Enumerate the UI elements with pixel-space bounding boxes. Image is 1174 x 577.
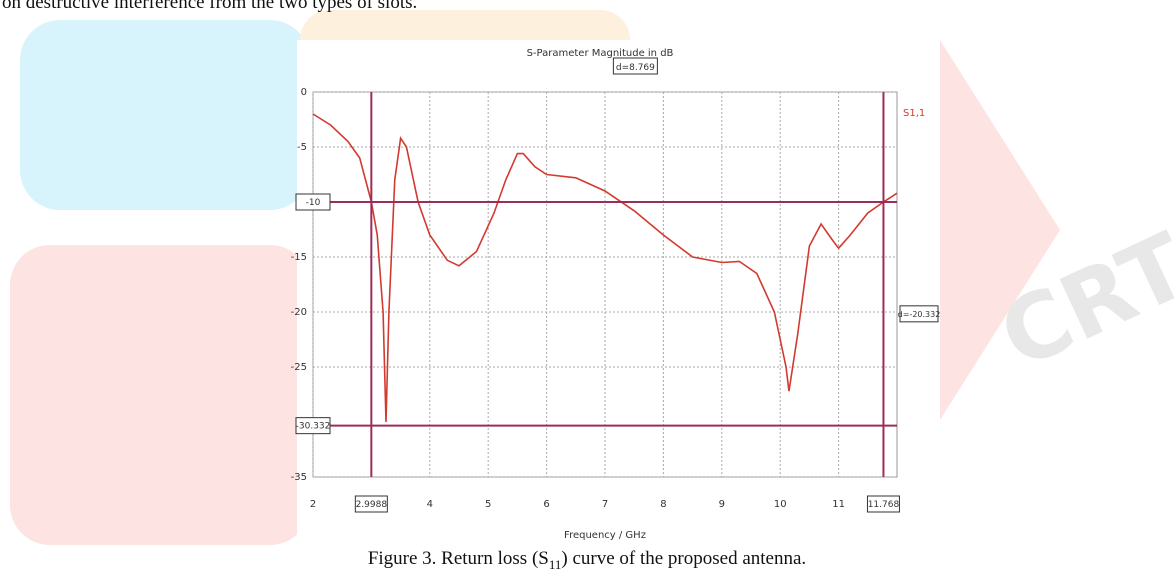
x-tick-label: 8 [660,499,666,510]
delta-label: d=-20.332 [898,310,941,319]
watermark-shape [10,245,310,545]
caption-subscript: 11 [548,556,562,572]
x-marker-label: 2.9988 [356,500,388,510]
delta-box [899,305,939,323]
y-tick-label: 0 [301,87,307,98]
y-tick-label: -35 [291,472,307,483]
y-tick-label: -25 [291,362,307,373]
marker-label-box [295,417,331,435]
chart-background [297,40,940,545]
x-tick-label: 5 [485,499,491,510]
x-axis-label: Frequency / GHz [564,530,646,541]
x-tick-label: 7 [602,499,608,510]
marker-label-box [354,495,388,513]
x-tick-label: 10 [774,499,787,510]
x-tick-label: 2 [310,499,316,510]
delta-label: d=8.769 [616,63,655,73]
delta-box [612,57,658,75]
x-tick-label: 4 [427,499,433,510]
y-tick-label: -15 [291,252,307,263]
chart-title: S-Parameter Magnitude in dB [527,48,674,59]
series-line [312,113,898,423]
marker-label-box [295,193,331,211]
y-tick-label: -20 [291,307,307,318]
y-marker-label: -30.332 [296,422,331,432]
watermark-shape [20,20,310,210]
body-text: on destructive interference from the two… [2,0,418,13]
x-marker-label: 11.768 [868,500,900,510]
marker-label-box [866,495,900,513]
y-marker-label: -10 [306,198,321,208]
y-tick-label: -5 [297,142,307,153]
x-tick-label: 11 [832,499,845,510]
watermark-shape [700,40,1060,420]
caption-text: ) curve of the proposed antenna. [561,548,807,569]
figure-caption: Figure 3. Return loss (S11) curve of the… [0,548,1174,573]
caption-text: Figure 3. Return loss (S [367,548,549,569]
x-tick-label: 9 [719,499,725,510]
x-tick-label: 6 [543,499,549,510]
legend-entry: S1,1 [903,108,925,119]
